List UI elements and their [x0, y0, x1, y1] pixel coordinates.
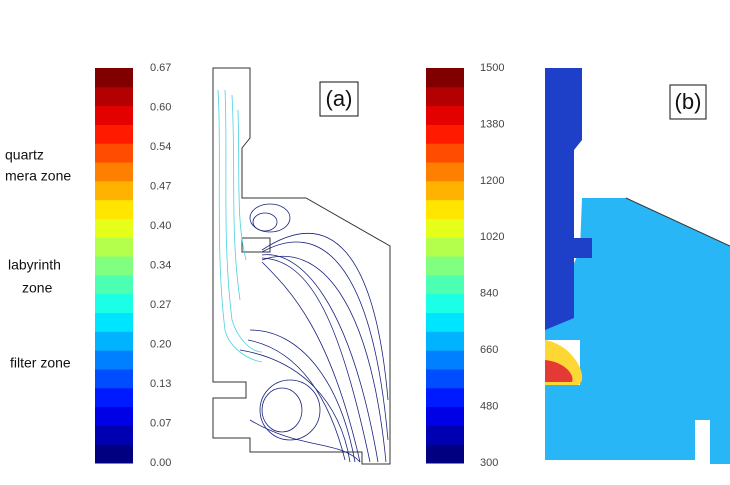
colorbar-band [426, 124, 464, 144]
colorbar-tick-label: 1380 [480, 118, 504, 130]
colorbar-tick-label: 0.00 [150, 457, 171, 469]
colorbar-band [95, 444, 133, 464]
colorbar-band [95, 143, 133, 163]
colorbar-band [426, 331, 464, 351]
colorbar-band [426, 312, 464, 332]
colorbar-band [95, 368, 133, 389]
colorbar-band [426, 293, 464, 314]
colorbar-band [95, 237, 133, 257]
panel-label: (b) [675, 89, 702, 114]
colorbar-band [426, 444, 464, 464]
colorbar-band [95, 425, 133, 445]
colorbar-tick-label: 1200 [480, 175, 504, 187]
panel-label: (a) [326, 86, 353, 111]
panel-b: (b) [545, 68, 730, 464]
colorbar-tick-label: 480 [480, 400, 498, 412]
colorbar-band [426, 406, 464, 426]
colorbar-band [95, 406, 133, 426]
zone-labels: quartz mera zone labyrinth zone filter zone [5, 147, 71, 371]
colorbar-band [95, 274, 133, 295]
panel-label-box [319, 81, 359, 117]
colorbar-band [95, 218, 133, 238]
colorbar-band [426, 256, 464, 276]
colorbar-tick-label: 1020 [480, 231, 504, 243]
colorbar-band [426, 199, 464, 219]
colorbar-band [95, 331, 133, 351]
outline [625, 197, 730, 247]
colorbars: 0.67 0.60 0.54 0.47 0.40 0.34 0.27 0.20 0.13 0.07… [95, 62, 504, 469]
colorbar-band [95, 180, 133, 201]
panel-a: (a) [212, 67, 391, 465]
colorbar-band [426, 105, 464, 125]
colorbar-band [426, 162, 464, 182]
colorbar-tick-label: 300 [480, 457, 498, 469]
colorbar-band [95, 124, 133, 144]
zone-label: mera zone [5, 168, 71, 184]
streamlines-fast [217, 89, 263, 363]
colorbar-band [95, 312, 133, 332]
zone-label: filter zone [10, 355, 71, 371]
colorbar-tick-label: 0.67 [150, 62, 171, 74]
colorbar-band [426, 180, 464, 201]
zone-label: quartz [5, 147, 44, 163]
colorbar-tick-label: 0.13 [150, 378, 171, 390]
streamlines [239, 203, 389, 463]
field-region-warm [545, 198, 730, 464]
colorbar-band [95, 387, 133, 408]
colorbar-tick-label: 1500 [480, 62, 504, 74]
colorbar-tick-label: 0.27 [150, 299, 171, 311]
colorbar-tick-label: 0.47 [150, 180, 171, 192]
colorbar-band [95, 256, 133, 276]
colorbar-band [95, 162, 133, 182]
colorbar-tick-label: 0.34 [150, 259, 171, 271]
colorbar-tick-label: 660 [480, 344, 498, 356]
colorbar-tick-label: 840 [480, 288, 498, 300]
colorbar-tick-label: 0.60 [150, 101, 171, 113]
colorbar-tick-label: 0.20 [150, 338, 171, 350]
colorbar-band [95, 293, 133, 314]
colorbar-band [426, 237, 464, 257]
colorbar-band [426, 143, 464, 163]
colorbar-band [426, 350, 464, 370]
colorbar-band [95, 86, 133, 107]
colorbar-band [426, 218, 464, 238]
colorbar-band [426, 387, 464, 408]
zone-label: labyrinth [8, 257, 61, 273]
colorbar-band [95, 350, 133, 370]
colorbar-band [426, 86, 464, 107]
colorbar-band [426, 274, 464, 295]
colorbar-band [95, 199, 133, 219]
field-hotspot-core [545, 360, 573, 382]
colorbar-band [95, 105, 133, 125]
panel-label-box [669, 84, 707, 120]
colorbar-band [426, 368, 464, 389]
colorbar-tick-label: 0.54 [150, 141, 171, 153]
colorbar-band [426, 425, 464, 445]
colorbar-tick-label: 0.07 [150, 417, 171, 429]
zone-label: zone [22, 280, 53, 296]
colorbar-band [95, 68, 133, 88]
colorbar-tick-label: 0.40 [150, 220, 171, 232]
field-region-cold [545, 68, 592, 330]
colorbar-band [426, 68, 464, 88]
